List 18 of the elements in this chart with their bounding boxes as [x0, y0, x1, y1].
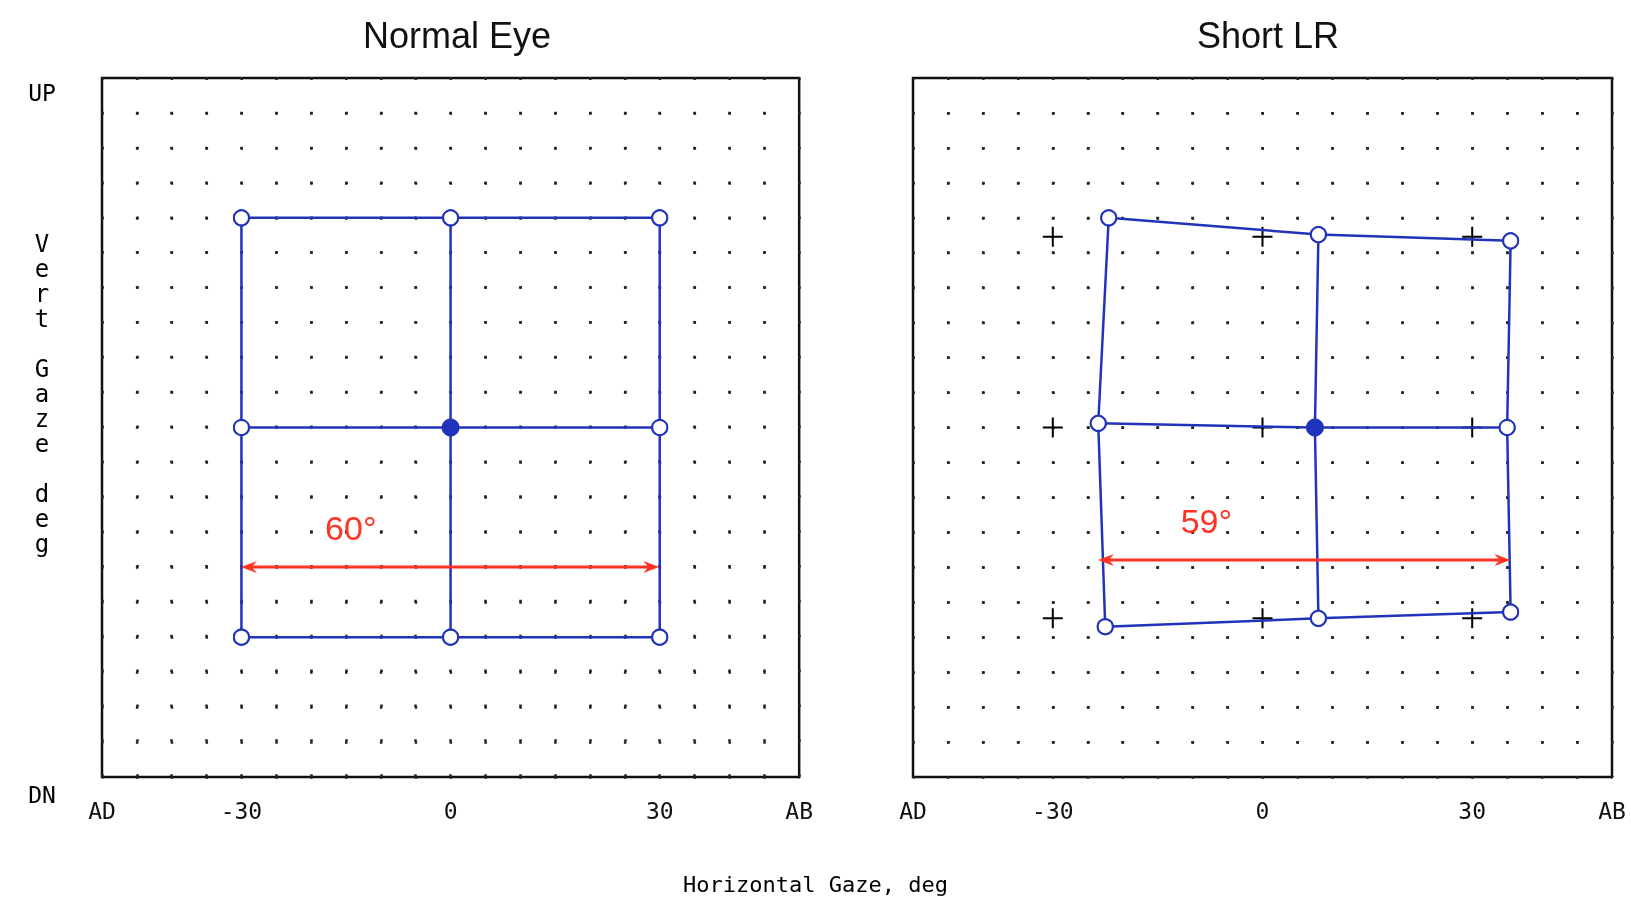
x-tick-label: -30: [1032, 797, 1074, 824]
annotation: 59°: [1180, 502, 1233, 542]
annotation: 60°: [325, 509, 377, 549]
x-tick-label: -30: [220, 797, 263, 824]
x-tick-label: 30: [645, 797, 674, 824]
y-axis-title: Vert Gaze deg: [28, 230, 56, 555]
x-tick-label: AB: [785, 797, 813, 824]
text: DN: [27, 782, 57, 808]
x-tick-label: AD: [899, 797, 927, 824]
x-tick-label: AB: [1598, 797, 1626, 824]
x-tick-label: 30: [1458, 797, 1487, 824]
x-tick-label: 0: [443, 797, 458, 824]
text: UP: [27, 80, 57, 106]
x-axis-title: Horizontal Gaze, deg: [682, 872, 949, 897]
x-tick-label: 0: [1255, 797, 1270, 824]
chart-title: Normal Eye: [362, 14, 552, 56]
x-tick-label: AD: [88, 797, 116, 824]
chart-title: Short LR: [1196, 14, 1340, 56]
